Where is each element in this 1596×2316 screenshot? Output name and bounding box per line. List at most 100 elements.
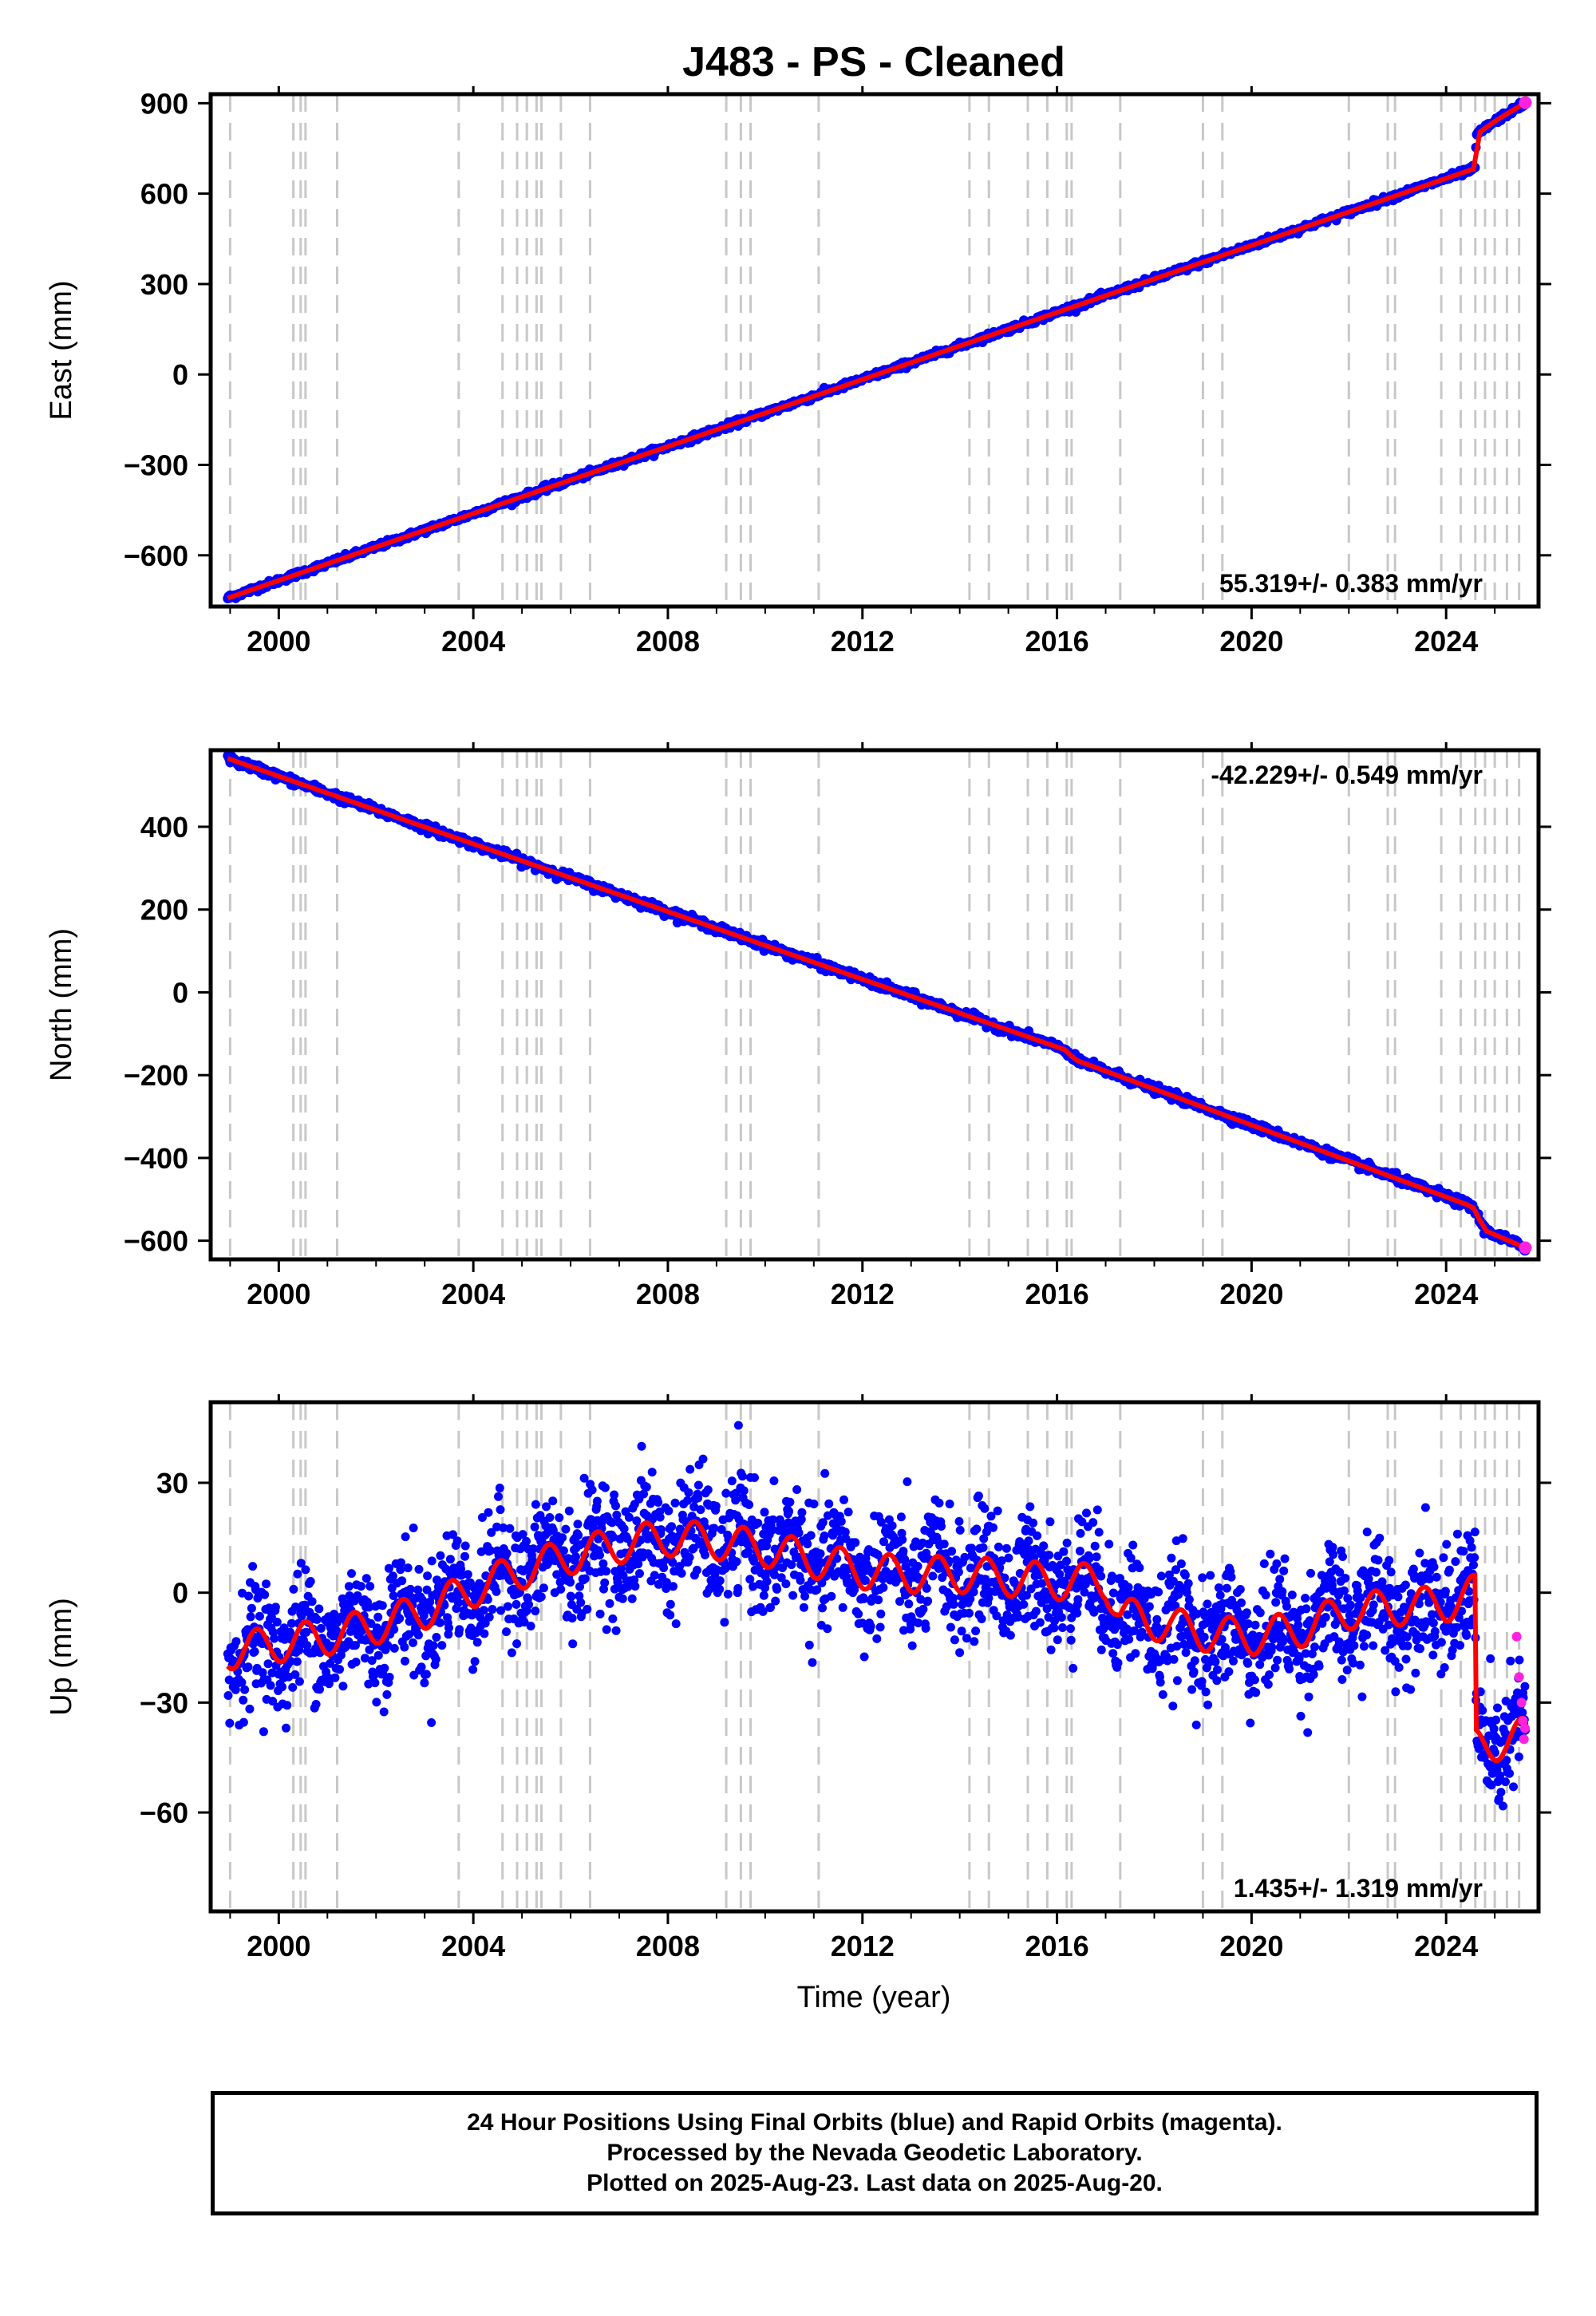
data-point [823, 1624, 832, 1634]
data-point [311, 1700, 321, 1709]
data-point [610, 1490, 619, 1500]
data-point [739, 1486, 749, 1496]
y-tick-label: −200 [124, 1059, 188, 1092]
data-point [781, 1579, 791, 1589]
data-point [294, 1677, 304, 1686]
data-point [685, 1464, 695, 1474]
data-point [505, 1524, 515, 1533]
data-point [361, 1574, 371, 1583]
data-point [484, 1612, 494, 1622]
data-point [373, 1612, 383, 1622]
data-point [913, 1562, 922, 1571]
data-point [796, 1575, 805, 1585]
data-point [921, 1623, 930, 1633]
data-point [978, 1543, 988, 1552]
data-point [479, 1606, 488, 1615]
data-point [667, 1522, 677, 1531]
data-point [225, 1718, 235, 1728]
data-point [365, 1582, 375, 1591]
data-point [879, 1583, 888, 1592]
data-point [960, 1552, 970, 1562]
data-point [347, 1569, 356, 1579]
data-point [468, 1665, 478, 1674]
data-point [872, 1634, 882, 1643]
data-point [344, 1582, 354, 1591]
data-point [435, 1618, 444, 1627]
data-point [854, 1609, 863, 1618]
data-point [271, 1603, 280, 1612]
panel-north: 2000 2004 2008 2012 2016 2020 20244002000−200−… [45, 742, 1551, 1310]
data-point [338, 1682, 348, 1691]
x-tick-label: 2024 [1414, 625, 1478, 658]
data-point [820, 1468, 830, 1478]
data-point [820, 1531, 829, 1540]
data-point [389, 1643, 399, 1653]
data-point [627, 1594, 637, 1603]
data-point [389, 1591, 398, 1600]
data-point [244, 1591, 254, 1601]
data-point [684, 1488, 693, 1497]
data-point [240, 1685, 250, 1694]
data-point [539, 1583, 548, 1593]
rapid-point [1519, 96, 1532, 109]
data-point [608, 1614, 618, 1623]
data-point [618, 1594, 627, 1603]
data-point [600, 1483, 610, 1492]
data-point [955, 1648, 965, 1658]
data-point [733, 1583, 743, 1593]
data-point [733, 1421, 743, 1430]
data-point [957, 1626, 966, 1636]
data-point [502, 1627, 511, 1637]
data-point [666, 1611, 675, 1620]
data-point [567, 1614, 577, 1623]
y-tick-label: 600 [140, 178, 188, 211]
data-point [760, 1508, 769, 1517]
data-point [289, 1584, 298, 1594]
x-tick-label: 2020 [1219, 625, 1283, 658]
y-axis-title: East (mm) [45, 280, 78, 420]
data-point [655, 1512, 665, 1522]
data-point [659, 1563, 669, 1572]
data-point [312, 1614, 322, 1624]
rapid-point [1519, 1241, 1532, 1255]
data-point [292, 1657, 302, 1666]
data-point [231, 1637, 241, 1646]
data-point [239, 1695, 248, 1705]
data-point [382, 1690, 392, 1699]
data-point [472, 1638, 482, 1647]
data-point [536, 1592, 546, 1602]
data-point [420, 1678, 429, 1688]
data-point [818, 1603, 827, 1613]
data-point [619, 1524, 629, 1533]
data-point [372, 1697, 381, 1707]
panel-frame [208, 92, 1541, 609]
x-tick-label: 2004 [441, 1278, 505, 1310]
data-point [602, 1625, 611, 1634]
data-point [993, 1506, 1002, 1516]
data-point [255, 1611, 264, 1621]
data-point [797, 1508, 807, 1517]
data-point [248, 1562, 258, 1571]
data-point [356, 1582, 365, 1591]
data-point [503, 1602, 512, 1611]
figure-title: J483 - PS - Cleaned [682, 39, 1065, 85]
data-point [696, 1505, 705, 1515]
data-point [723, 1590, 733, 1599]
data-point [954, 1516, 964, 1526]
data-point [306, 1577, 315, 1586]
data-point [445, 1555, 455, 1564]
data-point [421, 1670, 431, 1679]
data-point [904, 1599, 914, 1609]
data-point [429, 1641, 438, 1650]
data-point [605, 1599, 614, 1608]
data-point [270, 1634, 279, 1643]
data-point [567, 1592, 576, 1602]
data-point [955, 1525, 965, 1535]
data-point [373, 1650, 383, 1660]
data-point [401, 1532, 410, 1542]
data-point [566, 1578, 575, 1587]
data-point [494, 1492, 503, 1501]
data-point [314, 1604, 324, 1614]
data-point [647, 1468, 657, 1477]
data-point [555, 1513, 564, 1523]
